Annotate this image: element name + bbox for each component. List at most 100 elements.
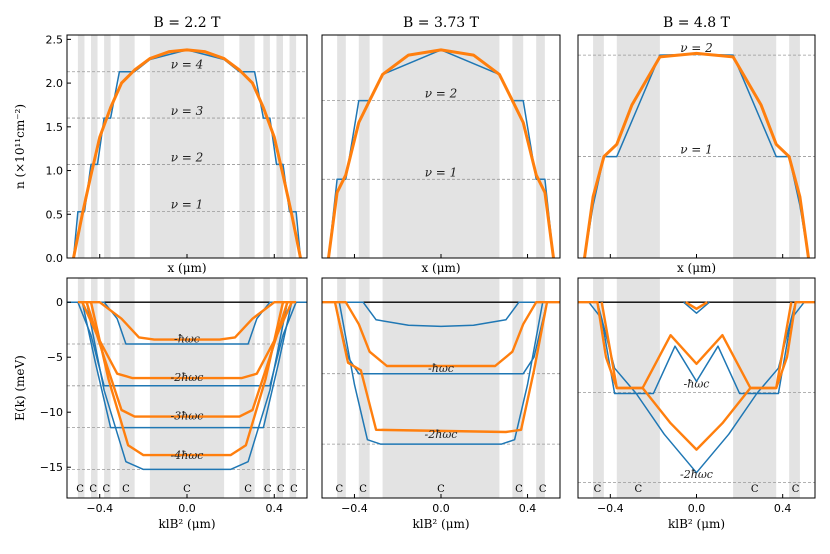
compressible-label: C <box>102 484 110 495</box>
plot-area <box>67 35 307 258</box>
compressible-label: C <box>244 484 252 495</box>
grey-band <box>358 35 370 258</box>
panel-6: -ħωc -2ħωc C C C C −0.4 0.0 0.4 klB² (μm) <box>577 277 816 531</box>
filling-level-label: ν = 4 <box>171 58 204 72</box>
filling-level-label: ν = 3 <box>171 104 204 118</box>
grey-band <box>536 278 545 498</box>
series-line <box>578 301 815 390</box>
series-line <box>77 301 297 387</box>
compressible-label: C <box>290 484 298 495</box>
grey-band <box>119 278 135 498</box>
x-axis-label: x (μm) <box>677 261 716 275</box>
grey-band <box>263 35 270 258</box>
series-line <box>327 48 555 258</box>
grey-band <box>276 35 283 258</box>
panel-5: -ħωc -2ħωc C C C C C −0.4 0.0 0.4 klB² (μm) <box>321 277 561 531</box>
series-line <box>85 301 289 418</box>
y-tick-label: −5 <box>47 351 63 364</box>
x-axis-label: klB² (μm) <box>412 517 469 531</box>
grey-band <box>382 35 500 258</box>
panel-3: ν = 1 ν = 2 x (μm) B = 4.8 T <box>577 15 816 275</box>
panel-2: ν = 1 ν = 2 x (μm) B = 3.73 T <box>321 15 561 275</box>
x-tick-label: 0.0 <box>432 502 450 515</box>
y-tick-label: 0.0 <box>46 252 64 265</box>
series-line <box>85 302 289 471</box>
compressible-label: C <box>89 484 97 495</box>
x-tick-label: 0.4 <box>266 502 284 515</box>
plot-area <box>67 278 307 498</box>
band-label: -ħωc <box>174 333 200 346</box>
compressible-label: C <box>634 484 642 495</box>
filling-level-label: ν = 2 <box>680 41 713 55</box>
x-axis-label: klB² (μm) <box>158 517 215 531</box>
compressible-label: C <box>277 484 285 495</box>
y-tick-label: 2.0 <box>46 77 64 90</box>
y-axis-label: E(k) (meV) <box>13 355 27 421</box>
grey-band <box>239 278 255 498</box>
grey-band <box>337 35 346 258</box>
x-tick-label: 0.4 <box>519 502 537 515</box>
panel-title: B = 3.73 T <box>403 15 480 31</box>
grey-band <box>149 35 225 258</box>
y-tick-label: −10 <box>40 406 63 419</box>
x-tick-label: 0.4 <box>774 502 792 515</box>
y-tick-label: 1.5 <box>46 121 64 134</box>
series-line <box>89 301 285 457</box>
grey-band <box>593 35 604 258</box>
filling-level-label: ν = 1 <box>171 198 204 212</box>
band-label: -2ħωc <box>680 468 713 481</box>
y-tick-label: 0 <box>56 296 63 309</box>
filling-level-label: ν = 2 <box>171 150 204 164</box>
plot-area <box>578 35 815 258</box>
compressible-label: C <box>594 484 602 495</box>
series-line <box>322 301 560 328</box>
x-axis-label: x (μm) <box>167 261 206 275</box>
grey-band <box>149 278 225 498</box>
compressible-label: C <box>751 484 759 495</box>
compressible-label: C <box>264 484 272 495</box>
band-label: -2ħωc <box>171 371 204 384</box>
filling-level-label: ν = 1 <box>425 165 458 179</box>
grey-band <box>536 35 545 258</box>
series-line <box>600 301 793 451</box>
x-tick-label: 0.0 <box>178 502 196 515</box>
grey-band <box>289 35 297 258</box>
compressible-label: C <box>539 484 547 495</box>
plot-area <box>322 278 560 498</box>
x-axis-label: x (μm) <box>421 261 460 275</box>
filling-level-label: ν = 1 <box>680 143 713 157</box>
series-line <box>77 301 297 341</box>
series-line <box>72 48 302 258</box>
grey-band <box>789 278 800 498</box>
panel-title: B = 4.8 T <box>663 15 731 31</box>
grey-band <box>91 278 98 498</box>
grey-band <box>104 35 111 258</box>
x-tick-label: 0.0 <box>688 502 706 515</box>
y-tick-label: 1.0 <box>46 165 64 178</box>
compressible-label: C <box>437 484 445 495</box>
grey-band <box>263 278 270 498</box>
panel-1: ν = 1 ν = 2 ν = 3 ν = 4 0.0 0.5 1.0 1.5 2.0 2.5 x … <box>13 15 308 275</box>
x-tick-label: −0.4 <box>86 502 113 515</box>
compressible-label: C <box>792 484 800 495</box>
series-line <box>338 302 544 445</box>
y-tick-label: −15 <box>40 461 63 474</box>
compressible-label: C <box>335 484 343 495</box>
panel-title: B = 2.2 T <box>154 15 222 31</box>
grey-band <box>276 278 283 498</box>
grey-band <box>119 35 135 258</box>
series-line <box>685 301 708 310</box>
grey-band <box>239 35 255 258</box>
plot-area <box>578 278 815 498</box>
series-line <box>81 302 293 429</box>
compressible-label: C <box>359 484 367 495</box>
y-axis-label: n (×10¹¹cm⁻²) <box>13 104 27 189</box>
band-label: -3ħωc <box>171 410 204 423</box>
x-tick-label: −0.4 <box>341 502 368 515</box>
compressible-label: C <box>76 484 84 495</box>
compressible-label: C <box>515 484 523 495</box>
y-tick-label: 2.5 <box>46 33 64 46</box>
grey-band <box>91 35 98 258</box>
compressible-label: C <box>183 484 191 495</box>
